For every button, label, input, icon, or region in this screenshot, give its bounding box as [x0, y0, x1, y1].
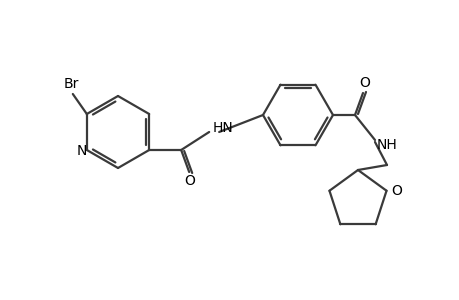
Text: N: N: [77, 144, 87, 158]
Text: O: O: [359, 76, 369, 90]
Text: NH: NH: [376, 138, 397, 152]
Text: O: O: [185, 174, 195, 188]
Text: O: O: [390, 184, 401, 198]
Text: Br: Br: [63, 77, 78, 91]
Text: HN: HN: [212, 121, 232, 135]
